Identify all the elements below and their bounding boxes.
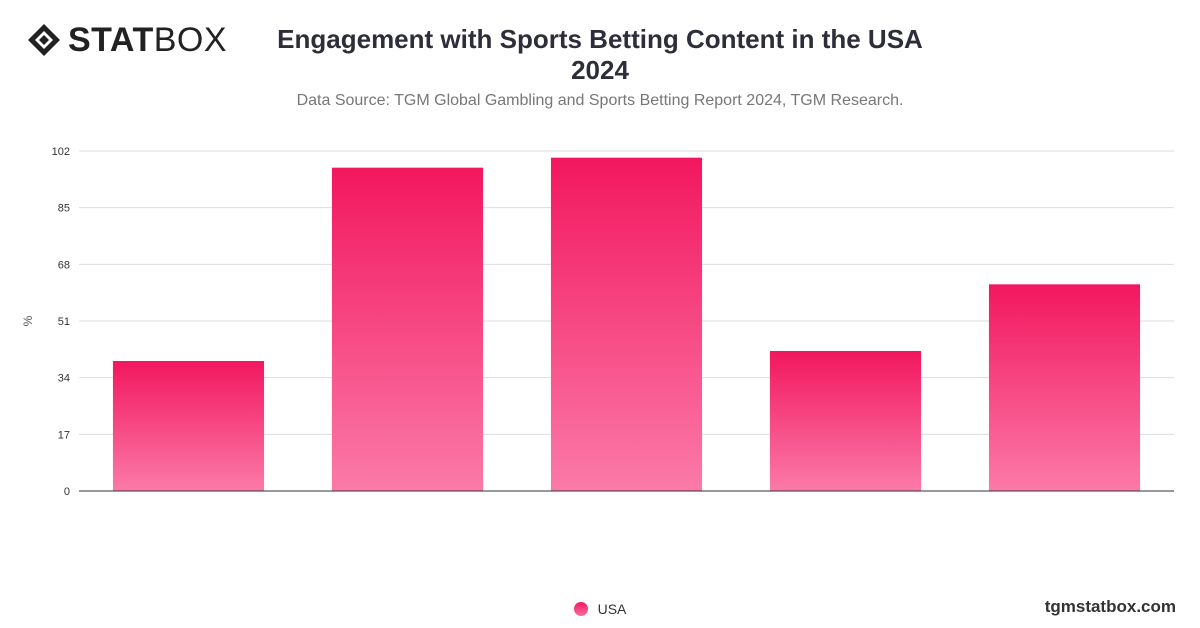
legend: USA [0, 601, 1200, 617]
logo-wordmark: STATBOX [68, 23, 227, 57]
bar-3[interactable] [550, 157, 703, 491]
bar-5[interactable] [988, 284, 1141, 491]
y-tick-label-68: 68 [58, 259, 70, 271]
y-tick-label-17: 17 [58, 429, 70, 441]
y-tick-label-51: 51 [58, 316, 70, 328]
y-tick-label-102: 102 [52, 146, 70, 158]
chart-title-line2: 2024 [571, 55, 629, 85]
statbox-logo: STATBOX [26, 22, 227, 58]
bar-2[interactable] [331, 167, 484, 491]
chart-title: Engagement with Sports Betting Content i… [250, 24, 950, 86]
y-tick-label-34: 34 [58, 373, 70, 385]
chart-title-line1: Engagement with Sports Betting Content i… [277, 24, 923, 54]
y-axis-label: % [21, 315, 35, 326]
y-tick-label-85: 85 [58, 203, 70, 215]
y-tick-label-0: 0 [64, 486, 70, 498]
legend-swatch-usa [573, 602, 588, 616]
bars [112, 157, 1141, 491]
y-tick-labels: 0 17 34 51 68 85 102 [52, 146, 70, 498]
logo-wordmark-light: BOX [153, 21, 228, 59]
bar-4[interactable] [769, 351, 922, 491]
diamond-logo-icon [28, 24, 60, 56]
bar-1[interactable] [112, 361, 265, 491]
watermark: tgmstatbox.com [1044, 597, 1176, 616]
legend-label-usa: USA [597, 601, 627, 617]
logo-wordmark-bold: STAT [68, 21, 154, 59]
chart-subtitle: Data Source: TGM Global Gambling and Spo… [296, 92, 904, 109]
